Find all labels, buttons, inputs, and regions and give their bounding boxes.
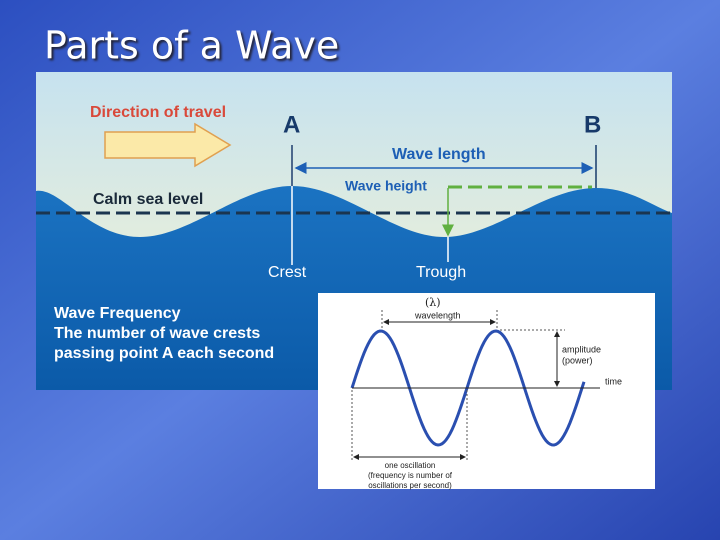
trough-label: Trough bbox=[416, 264, 466, 281]
wave-height-label: Wave height bbox=[345, 178, 427, 194]
oscillation-label: one oscillation bbox=[385, 461, 436, 470]
wavelength-label: wavelength bbox=[414, 310, 461, 320]
frequency-title: Wave Frequency bbox=[54, 305, 181, 322]
lambda-label: (λ) bbox=[425, 296, 441, 309]
slide-title: Parts of a Wave bbox=[44, 24, 339, 68]
amplitude-label: amplitude bbox=[562, 344, 601, 354]
oscillation-label: (frequency is number of bbox=[368, 471, 453, 480]
wavelength-label: Wave length bbox=[392, 146, 486, 163]
oscillation-label: oscillations per second) bbox=[368, 481, 452, 490]
wave-diagram: Direction of travel A B Wave length Wave… bbox=[36, 72, 672, 390]
point-b: B bbox=[584, 111, 601, 138]
sine-wave bbox=[350, 329, 586, 447]
crest-label: Crest bbox=[268, 264, 307, 281]
calm-sea-label: Calm sea level bbox=[93, 191, 203, 208]
frequency-line: passing point A each second bbox=[54, 345, 274, 362]
sine-diagram: (λ) wavelength amplitude (power) time on… bbox=[318, 293, 655, 490]
time-label: time bbox=[605, 376, 622, 386]
amplitude-label: (power) bbox=[562, 355, 593, 365]
frequency-line: The number of wave crests bbox=[54, 325, 260, 342]
direction-label: Direction of travel bbox=[90, 104, 226, 121]
direction-arrow bbox=[104, 122, 232, 168]
point-a: A bbox=[283, 111, 300, 138]
